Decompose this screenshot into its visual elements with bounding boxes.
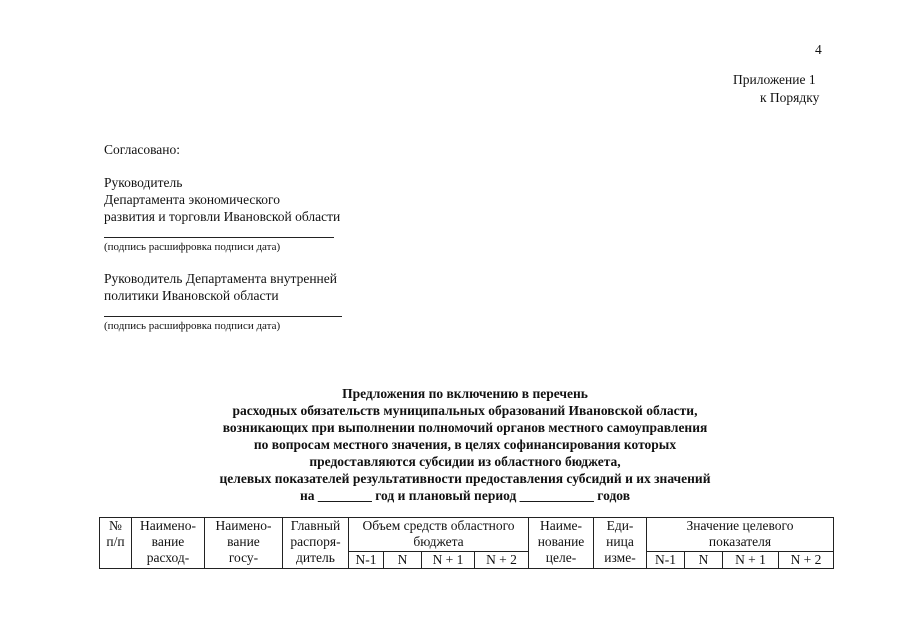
approver2-line: политики Ивановской области [104, 288, 279, 303]
appendix-line1: Приложение 1 [733, 72, 816, 87]
page-number: 4 [815, 42, 822, 57]
title-line: расходных обязательств муниципальных обр… [232, 403, 698, 418]
signature-line [104, 237, 334, 238]
appendix-line2: к Порядку [760, 90, 820, 105]
header-program-name: Наимено-вание госу- [204, 517, 283, 569]
value-year: N + 1 [722, 551, 779, 569]
title-line: по вопросам местного значения, в целях с… [253, 437, 677, 452]
proposals-table: № п/п Наимено-вание расход- Наимено-вание г… [99, 517, 834, 569]
approval-heading: Согласовано: [104, 142, 180, 157]
header-expense-name: Наимено-вание расход- [131, 517, 205, 569]
title-line: предоставляются субсидии из областного б… [309, 454, 621, 469]
title-line: целевых показателей результативности пре… [219, 471, 711, 486]
value-year: N + 2 [778, 551, 834, 569]
title-line: на ________ год и плановый период ______… [299, 488, 630, 503]
approver1-line: развития и торговли Ивановской области [104, 209, 341, 224]
value-year: N-1 [646, 551, 685, 569]
title-line: Предложения по включению в перечень [342, 386, 588, 401]
signature-caption: (подпись расшифровка подписи дата) [104, 320, 281, 332]
header-target-value: Значение целевого показателя [646, 517, 834, 552]
budget-year: N-1 [348, 551, 384, 569]
budget-year: N + 2 [474, 551, 529, 569]
header-no: № п/п [99, 517, 132, 569]
signature-line [104, 316, 342, 317]
value-year: N [684, 551, 723, 569]
header-budget: Объем средств областного бюджета [348, 517, 529, 552]
header-unit: Еди-ница изме- [593, 517, 647, 569]
budget-year: N + 1 [421, 551, 475, 569]
approver1-line: Департамента экономического [104, 192, 280, 207]
approver1-line: Руководитель [104, 175, 183, 190]
budget-year: N [383, 551, 422, 569]
header-target-name: Наиме-нование целе- [528, 517, 594, 569]
header-manager: Главный распоря-дитель [282, 517, 349, 569]
signature-caption: (подпись расшифровка подписи дата) [104, 241, 281, 253]
approver2-line: Руководитель Департамента внутренней [104, 271, 338, 286]
title-line: возникающих при выполнении полномочий ор… [222, 420, 708, 435]
